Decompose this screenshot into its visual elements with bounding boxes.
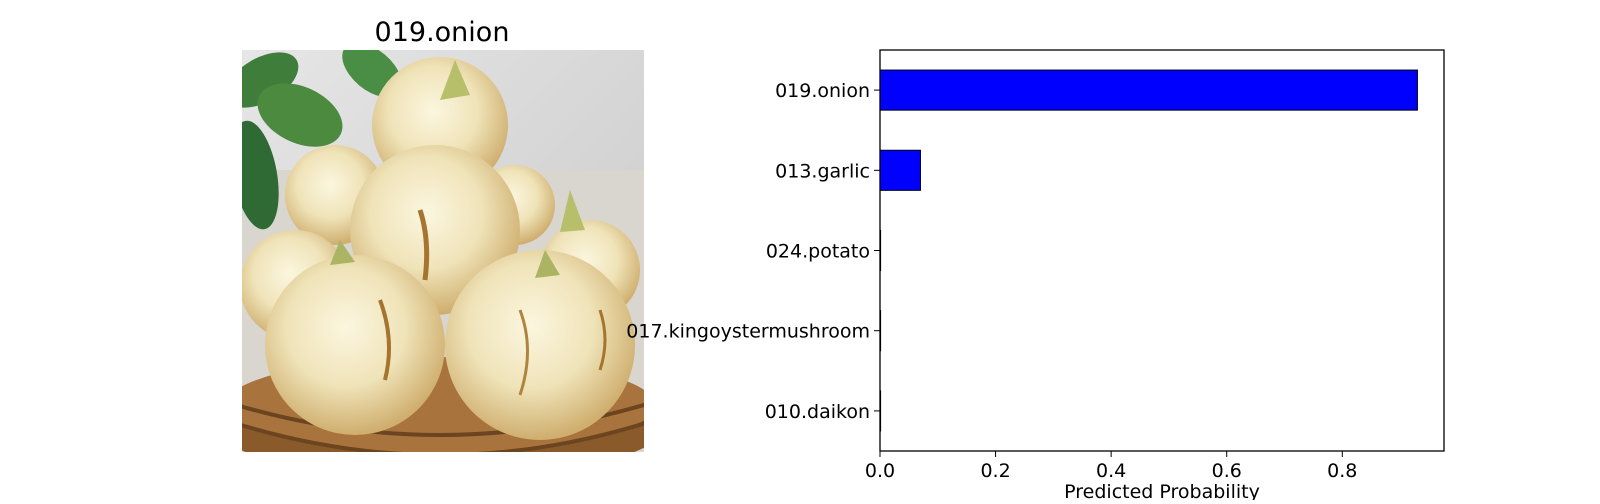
y-tick-label: 019.onion (775, 80, 870, 102)
x-tick-label: 0.2 (980, 460, 1010, 482)
x-axis-label: Predicted Probability (1064, 481, 1260, 500)
axes-frame (879, 49, 1445, 452)
onion-photo (242, 50, 644, 452)
y-tick-label: 017.kingoystermushroom (626, 321, 870, 343)
image-title: 019.onion (375, 17, 510, 48)
x-tick-label: 0.4 (1096, 460, 1126, 482)
y-tick-label: 010.daikon (765, 401, 870, 423)
bar-019-onion (879, 69, 1418, 111)
x-tick-label: 0.0 (865, 460, 895, 482)
y-tick-label: 024.potato (766, 241, 870, 263)
y-tick-label: 013.garlic (775, 160, 870, 182)
x-tick-label: 0.6 (1212, 460, 1242, 482)
probability-bar-chart: 019.onion 013.garlic 024.potato 017.kingoys… (626, 49, 1445, 503)
x-tick-label: 0.8 (1327, 460, 1357, 482)
bar-013-garlic (879, 149, 921, 191)
